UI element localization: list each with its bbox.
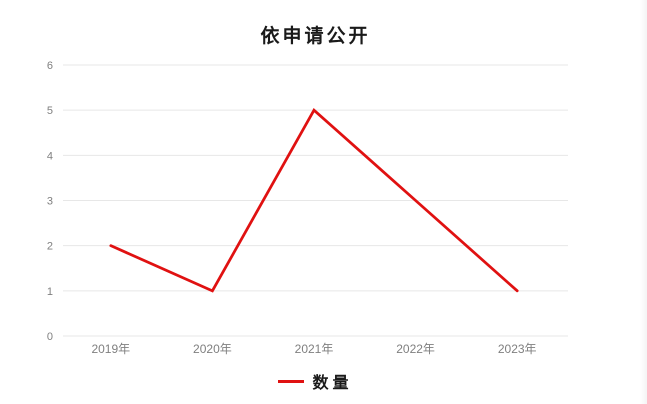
legend-label: 数量 <box>312 373 353 392</box>
legend-line-swatch <box>278 379 305 383</box>
y-axis-tick-label: 3 <box>47 196 53 208</box>
x-axis-tick-label: 2022年 <box>396 342 435 356</box>
x-axis-tick-label: 2023年 <box>498 342 537 356</box>
y-axis-tick-label: 4 <box>47 150 53 162</box>
chart-title: 依申请公开 <box>260 25 371 47</box>
y-axis-tick-label: 6 <box>47 60 53 72</box>
y-axis-tick-label: 1 <box>47 286 53 298</box>
legend: 数量 <box>63 370 568 392</box>
x-axis-tick-label: 2021年 <box>295 342 334 356</box>
y-axis-tick-label: 0 <box>47 331 53 343</box>
y-axis-tick-label: 5 <box>47 105 53 117</box>
x-axis-tick-label: 2020年 <box>193 342 232 356</box>
y-axis-tick-label: 2 <box>47 241 53 253</box>
x-axis-tick-label: 2019年 <box>91 342 130 356</box>
data-line-数量 <box>109 108 519 293</box>
plot-area: 0 1 2 3 4 5 6 2019年 2020年 2021年 2022年 2023年 <box>47 60 568 356</box>
